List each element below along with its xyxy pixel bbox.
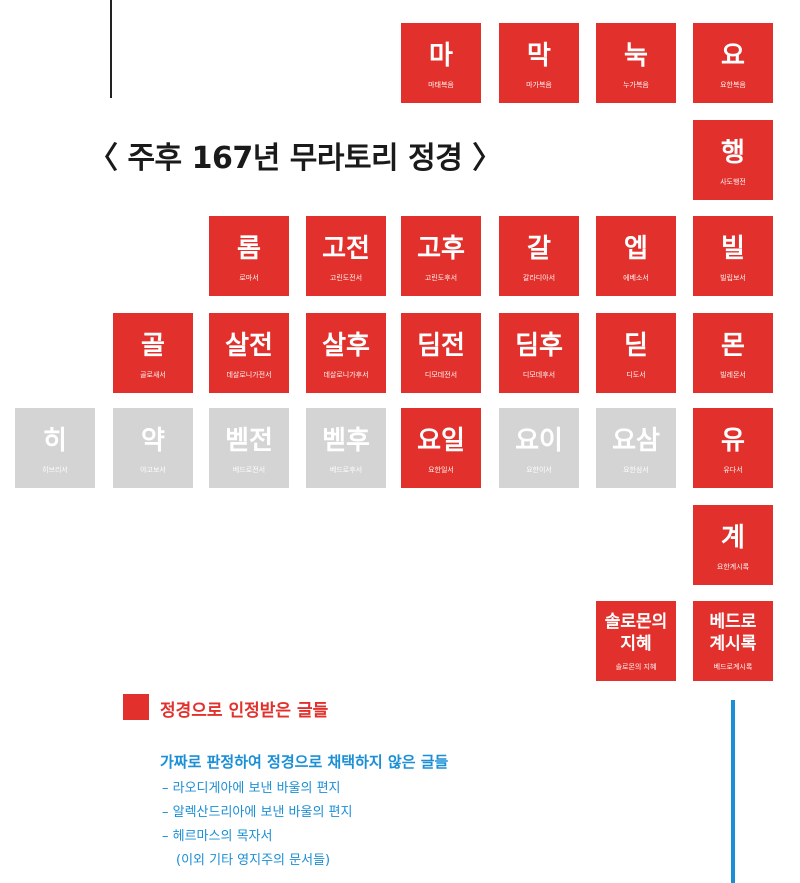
book-tile-matthew: 마 마태복음	[401, 23, 481, 103]
book-tile-1-peter: 벧전 베드로전서	[209, 408, 289, 488]
forged-item: – 라오디게아에 보낸 바울의 편지	[162, 781, 341, 796]
book-name: 야고보서	[140, 466, 166, 475]
book-name: 빌립보서	[720, 274, 746, 283]
book-abbr: 벧후	[322, 425, 370, 456]
book-abbr: 히	[43, 425, 67, 456]
book-tile-2-corinthians: 고후 고린도후서	[401, 216, 481, 296]
book-tile-2-timothy: 딤후 디모데후서	[499, 313, 579, 393]
book-name: 유다서	[723, 466, 743, 475]
book-tile-revelation: 계 요한계시록	[693, 505, 773, 585]
book-name: 디모데후서	[522, 371, 556, 380]
forged-item-note: (이외 기타 영지주의 문서들)	[176, 853, 331, 868]
book-abbr: 빌	[721, 233, 745, 264]
book-name: 갈라디아서	[522, 274, 556, 283]
book-name: 마태복음	[428, 81, 454, 90]
book-tile-1-thessalonians: 살전 데살로니가전서	[209, 313, 289, 393]
book-name: 디모데전서	[424, 371, 458, 380]
book-name: 빌레몬서	[720, 371, 746, 380]
forged-item: – 알렉산드리아에 보낸 바울의 편지	[162, 805, 353, 820]
book-tile-2-peter: 벧후 베드로후서	[306, 408, 386, 488]
book-tile-galatians: 갈 갈라디아서	[499, 216, 579, 296]
book-tile-james: 약 야고보서	[113, 408, 193, 488]
forged-item: – 헤르마스의 목자서	[162, 829, 273, 844]
book-tile-2-thessalonians: 살후 데살로니가후서	[306, 313, 386, 393]
book-abbr: 고후	[417, 233, 465, 264]
book-name: 솔로몬의 지혜	[615, 662, 657, 671]
book-abbr: 갈	[527, 233, 551, 264]
book-tile-3-john: 요삼 요한삼서	[596, 408, 676, 488]
book-name: 누가복음	[623, 81, 649, 90]
book-abbr: 약	[141, 425, 165, 456]
book-name: 골로새서	[140, 371, 166, 380]
book-abbr: 막	[527, 40, 551, 71]
book-abbr: 롬	[237, 233, 261, 264]
book-name: 요한이서	[526, 466, 552, 475]
book-tile-apocalypse-of-peter: 베드로 계시록 베드로계시록	[693, 601, 773, 681]
book-abbr: 요이	[515, 425, 563, 456]
book-tile-1-corinthians: 고전 고린도전서	[306, 216, 386, 296]
book-tile-john: 요 요한복음	[693, 23, 773, 103]
book-abbr: 눅	[624, 40, 648, 71]
book-name: 데살로니가전서	[226, 371, 272, 380]
book-abbr: 딤전	[417, 330, 465, 361]
legend-red-square	[123, 694, 149, 720]
book-name: 데살로니가후서	[323, 371, 369, 380]
book-name: 에베소서	[623, 274, 649, 283]
book-tile-romans: 롬 로마서	[209, 216, 289, 296]
blue-vertical-line	[731, 700, 735, 883]
book-name: 사도행전	[720, 178, 746, 187]
book-abbr: 벧전	[225, 425, 273, 456]
diagram-title: 〈 주후 167년 무라토리 정경 〉	[88, 141, 502, 176]
book-tile-philemon: 몬 빌레몬서	[693, 313, 773, 393]
book-name: 베드로전서	[232, 466, 266, 475]
legend-canon-label: 정경으로 인정받은 글들	[160, 701, 329, 721]
book-abbr: 딤후	[515, 330, 563, 361]
book-abbr: 요	[721, 40, 745, 71]
book-abbr: 유	[721, 425, 745, 456]
book-name: 디도서	[626, 371, 646, 380]
book-abbr: 마	[429, 40, 453, 71]
book-name: 요한삼서	[623, 466, 649, 475]
book-abbr: 고전	[322, 233, 370, 264]
book-tile-colossians: 골 골로새서	[113, 313, 193, 393]
book-name: 고린도전서	[329, 274, 363, 283]
book-tile-2-john: 요이 요한이서	[499, 408, 579, 488]
book-name: 베드로후서	[329, 466, 363, 475]
legend-forged-title: 가짜로 판정하여 정경으로 채택하지 않은 글들	[160, 753, 449, 771]
book-tile-1-john: 요일 요한일서	[401, 408, 481, 488]
book-tile-philippians: 빌 빌립보서	[693, 216, 773, 296]
book-abbr: 몬	[721, 330, 745, 361]
top-vertical-line	[110, 0, 112, 98]
book-abbr: 솔로몬의 지혜	[604, 612, 668, 654]
book-tile-hebrews: 히 히브리서	[15, 408, 95, 488]
book-abbr: 계	[721, 522, 745, 553]
book-tile-titus: 딛 디도서	[596, 313, 676, 393]
book-abbr: 골	[141, 330, 165, 361]
book-name: 고린도후서	[424, 274, 458, 283]
book-abbr: 요삼	[612, 425, 660, 456]
book-abbr: 행	[721, 137, 745, 168]
book-tile-luke: 눅 누가복음	[596, 23, 676, 103]
book-abbr: 베드로 계시록	[709, 612, 757, 654]
book-tile-acts: 행 사도행전	[693, 120, 773, 200]
book-tile-jude: 유 유다서	[693, 408, 773, 488]
book-name: 히브리서	[42, 466, 68, 475]
book-name: 요한일서	[428, 466, 454, 475]
book-abbr: 살전	[225, 330, 273, 361]
book-name: 마가복음	[526, 81, 552, 90]
book-name: 로마서	[239, 274, 259, 283]
book-tile-mark: 막 마가복음	[499, 23, 579, 103]
book-abbr: 딛	[624, 330, 648, 361]
book-abbr: 요일	[417, 425, 465, 456]
book-tile-ephesians: 엡 에베소서	[596, 216, 676, 296]
book-name: 요한계시록	[716, 563, 750, 572]
book-name: 베드로계시록	[713, 662, 753, 671]
book-abbr: 엡	[624, 233, 648, 264]
book-tile-wisdom-of-solomon: 솔로몬의 지혜 솔로몬의 지혜	[596, 601, 676, 681]
book-name: 요한복음	[720, 81, 746, 90]
book-tile-1-timothy: 딤전 디모데전서	[401, 313, 481, 393]
book-abbr: 살후	[322, 330, 370, 361]
